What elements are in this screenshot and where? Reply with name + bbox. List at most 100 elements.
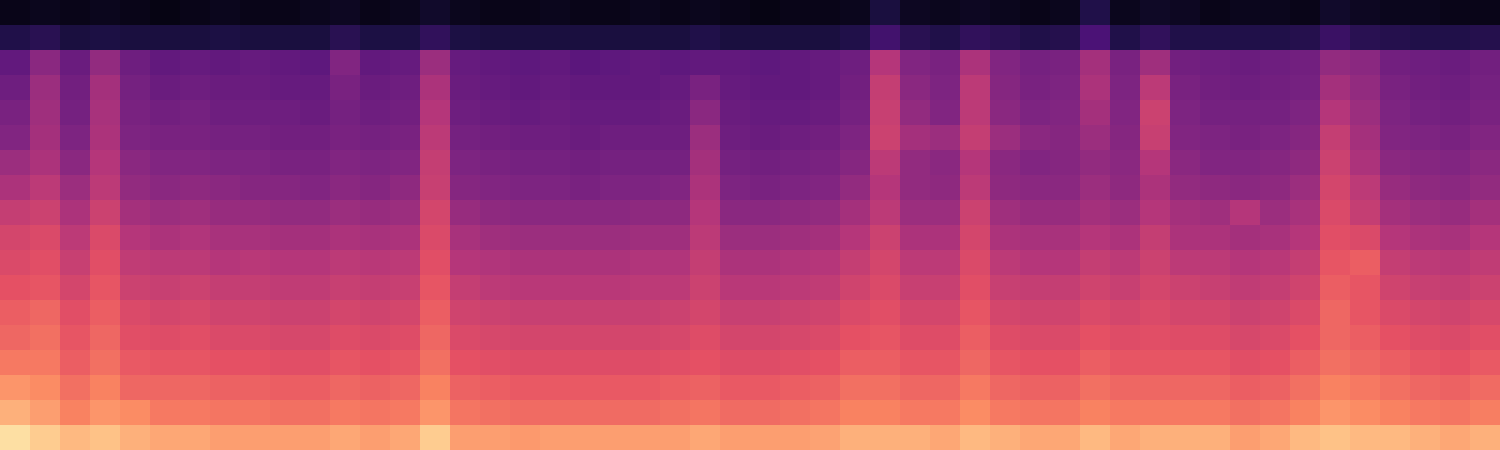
cell [1170,325,1201,351]
cell [1020,100,1051,126]
cell [1050,50,1081,76]
cell [0,75,31,101]
cell [1170,300,1201,326]
cell [1440,125,1471,151]
cell [1410,175,1441,201]
cell [210,0,241,26]
cell [360,0,391,26]
cell [1260,25,1291,51]
cell [390,300,421,326]
cell [1440,100,1471,126]
cell [660,350,691,376]
cell [1050,150,1081,176]
cell [1230,350,1261,376]
cell [930,350,961,376]
cell [960,325,991,351]
cell [30,150,61,176]
cell [870,250,901,276]
cell [810,175,841,201]
cell [30,250,61,276]
cell [180,100,211,126]
cell [390,250,421,276]
cell [450,425,481,450]
cell [1140,125,1171,151]
cell [570,250,601,276]
cell [90,425,121,450]
cell [30,200,61,226]
cell [900,250,931,276]
cell [510,300,541,326]
cell [90,275,121,301]
cell [1290,125,1321,151]
cell [270,75,301,101]
cell [180,75,211,101]
cell [1380,200,1411,226]
cell [420,350,451,376]
cell [840,350,871,376]
cell [600,125,631,151]
cell [1050,425,1081,450]
cell [750,100,781,126]
cell [600,425,631,450]
cell [1020,200,1051,226]
cell [60,250,91,276]
cell [390,175,421,201]
cell [1350,425,1381,450]
cell [360,375,391,401]
cell [1080,400,1111,426]
cell [0,300,31,326]
cell [300,375,331,401]
cell [330,225,361,251]
cell [510,200,541,226]
cell [30,25,61,51]
cell [750,400,781,426]
cell [780,375,811,401]
cell [330,50,361,76]
cell [840,125,871,151]
cell [1050,250,1081,276]
cell [1170,50,1201,76]
cell [960,425,991,450]
cell [270,175,301,201]
cell [420,375,451,401]
cell [30,125,61,151]
cell [1470,375,1500,401]
cell [780,350,811,376]
cell [1440,25,1471,51]
cell [660,275,691,301]
cell [840,100,871,126]
cell [720,25,751,51]
cell [210,275,241,301]
cell [840,50,871,76]
cell [60,0,91,26]
cell [1020,300,1051,326]
cell [210,400,241,426]
cell [660,300,691,326]
cell [180,150,211,176]
cell [480,425,511,450]
cell [120,150,151,176]
cell [30,275,61,301]
cell [180,175,211,201]
cell [870,50,901,76]
cell [480,400,511,426]
cell [1110,325,1141,351]
cell [0,225,31,251]
cell [540,375,571,401]
cell [60,100,91,126]
cell [480,375,511,401]
cell [150,325,181,351]
cell [1140,50,1171,76]
cell [360,25,391,51]
cell [480,250,511,276]
cell [960,400,991,426]
cell [1260,225,1291,251]
cell [180,250,211,276]
cell [90,100,121,126]
cell [480,200,511,226]
cell [630,325,661,351]
cell [210,225,241,251]
cell [420,325,451,351]
cell [300,200,331,226]
cell [750,250,781,276]
